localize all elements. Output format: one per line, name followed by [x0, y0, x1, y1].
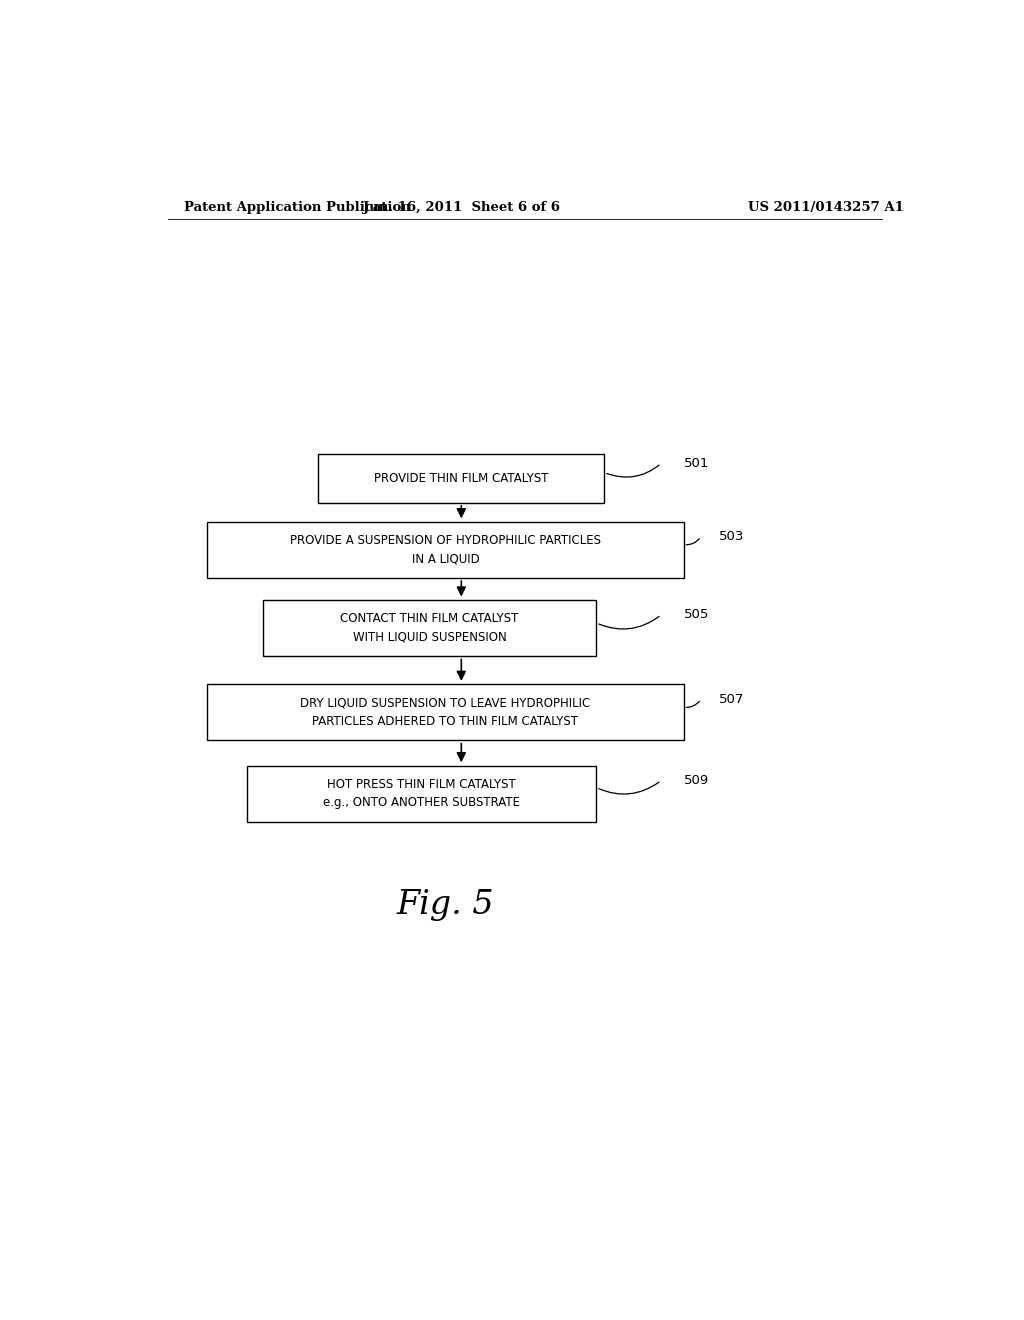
Text: PROVIDE THIN FILM CATALYST: PROVIDE THIN FILM CATALYST	[374, 473, 549, 484]
Text: 505: 505	[684, 609, 709, 622]
Text: 507: 507	[719, 693, 744, 706]
Text: Fig. 5: Fig. 5	[396, 890, 495, 921]
Text: CONTACT THIN FILM CATALYST
WITH LIQUID SUSPENSION: CONTACT THIN FILM CATALYST WITH LIQUID S…	[340, 612, 519, 643]
FancyBboxPatch shape	[207, 521, 684, 578]
Text: 501: 501	[684, 457, 709, 470]
FancyBboxPatch shape	[207, 684, 684, 741]
FancyBboxPatch shape	[318, 454, 604, 503]
Text: Patent Application Publication: Patent Application Publication	[183, 201, 411, 214]
FancyBboxPatch shape	[263, 601, 596, 656]
Text: DRY LIQUID SUSPENSION TO LEAVE HYDROPHILIC
PARTICLES ADHERED TO THIN FILM CATALY: DRY LIQUID SUSPENSION TO LEAVE HYDROPHIL…	[300, 697, 591, 727]
Text: PROVIDE A SUSPENSION OF HYDROPHILIC PARTICLES
IN A LIQUID: PROVIDE A SUSPENSION OF HYDROPHILIC PART…	[290, 535, 601, 565]
Text: US 2011/0143257 A1: US 2011/0143257 A1	[749, 201, 904, 214]
Text: HOT PRESS THIN FILM CATALYST
e.g., ONTO ANOTHER SUBSTRATE: HOT PRESS THIN FILM CATALYST e.g., ONTO …	[324, 779, 520, 809]
Text: 503: 503	[719, 531, 744, 543]
Text: Jun. 16, 2011  Sheet 6 of 6: Jun. 16, 2011 Sheet 6 of 6	[362, 201, 560, 214]
FancyBboxPatch shape	[247, 766, 596, 821]
Text: 509: 509	[684, 774, 709, 787]
